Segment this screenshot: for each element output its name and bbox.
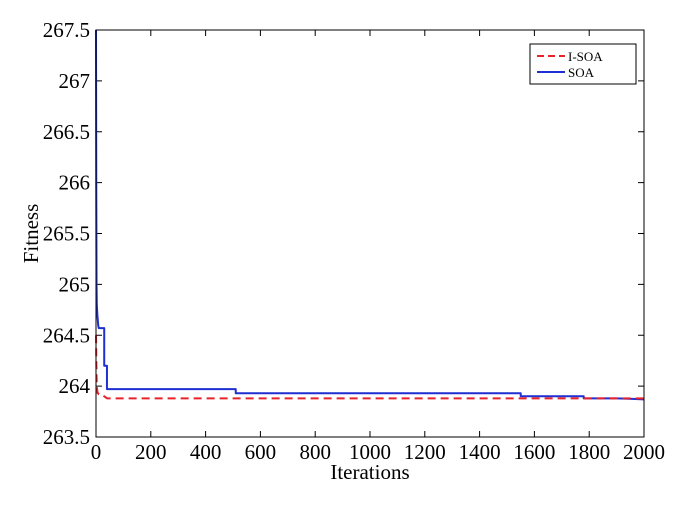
y-tick-label: 266 [59,171,91,195]
legend-label-i-soa: I-SOA [568,49,603,64]
plot-area-frame [95,29,645,438]
x-tick-label: 0 [91,440,102,464]
x-tick-label: 1000 [349,440,391,464]
legend-label-soa: SOA [568,65,595,80]
y-axis-ticks: 263.5 264 264.5 265 265.5 266 266.5 267 267.5 [43,18,644,449]
y-tick-label: 267 [59,69,91,93]
y-axis-label: Fitness [19,204,43,264]
y-tick-label: 265.5 [43,222,90,246]
x-axis-ticks: 0 200 400 600 800 1000 1200 1400 1600 1800 2000 [91,30,665,464]
series-line-i-soa [95,335,644,400]
x-tick-label: 800 [299,440,331,464]
series-layer [95,29,645,401]
series-line-soa [95,29,645,401]
y-tick-label: 264.5 [43,323,90,347]
y-tick-label: 267.5 [43,18,90,42]
y-tick-label: 264 [59,374,91,398]
y-tick-label: 263.5 [43,425,90,449]
y-tick-label: 266.5 [43,120,90,144]
x-tick-label: 1400 [459,440,501,464]
x-tick-label: 2000 [623,440,665,464]
x-tick-label: 400 [190,440,222,464]
legend: I-SOA SOA [529,43,637,85]
legend-box [529,43,637,85]
x-tick-label: 1600 [513,440,555,464]
x-tick-label: 200 [135,440,167,464]
x-tick-label: 1800 [568,440,610,464]
x-axis-label: Iterations [330,460,409,484]
x-tick-label: 1200 [404,440,446,464]
x-tick-label: 600 [245,440,277,464]
y-tick-label: 265 [59,272,91,296]
